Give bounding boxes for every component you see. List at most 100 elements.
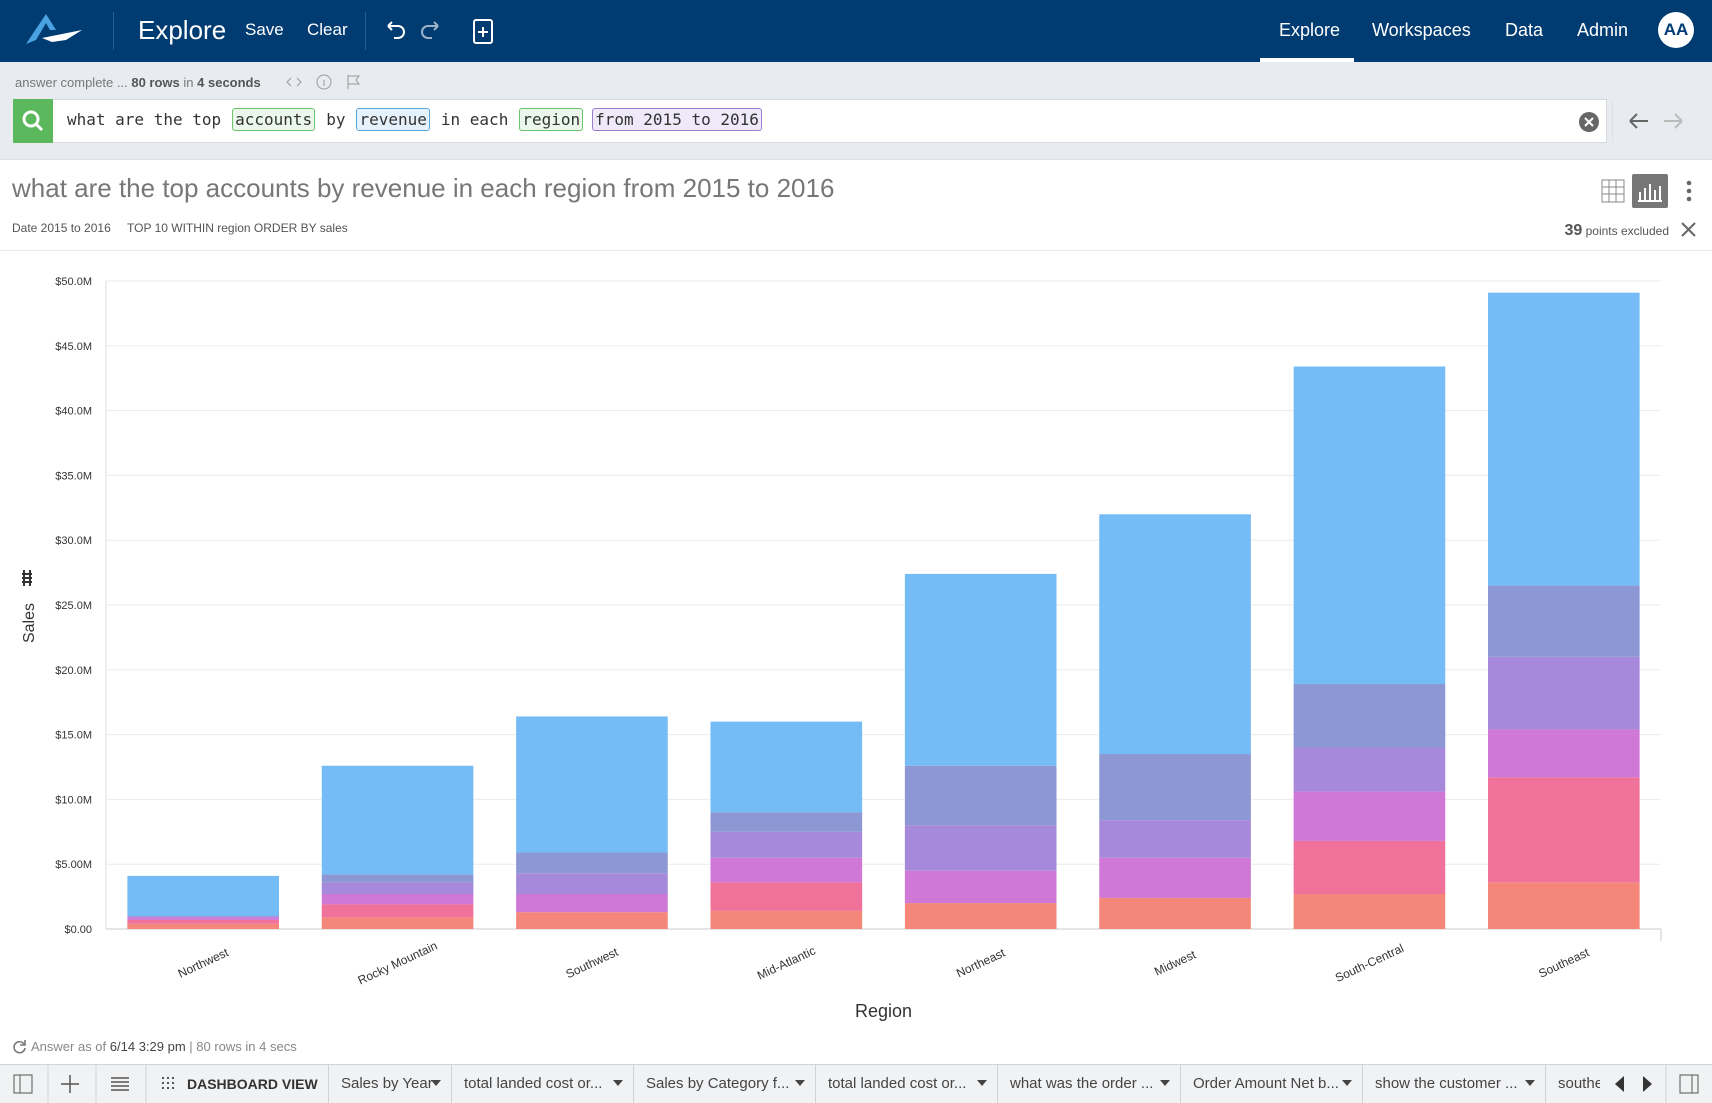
x-tick-label: Southwest — [564, 945, 621, 982]
clear-search[interactable] — [1577, 110, 1601, 134]
y-tick-label: $10.0M — [55, 794, 92, 806]
y-tick-label: $30.0M — [55, 535, 92, 547]
sort-icon[interactable] — [22, 570, 32, 586]
tab-caret — [613, 1080, 623, 1091]
bar-segment — [1099, 820, 1251, 858]
dashboard-tab[interactable]: show the customer ... — [1362, 1065, 1545, 1103]
y-tick-label: $20.0M — [55, 665, 92, 677]
x-tick-label: Northeast — [954, 945, 1008, 980]
search-button[interactable] — [13, 99, 53, 143]
bar-segment — [321, 894, 474, 905]
close-excluded[interactable] — [1680, 221, 1698, 239]
y-tick-label: $25.0M — [55, 600, 92, 612]
bar-segment — [1099, 754, 1251, 821]
dashboard-tab[interactable]: total landed cost or... — [451, 1065, 633, 1103]
tab-bar: DASHBOARD VIEW Sales by Year total landed… — [0, 1064, 1712, 1103]
dashboard-tab[interactable]: Sales by Category f... — [633, 1065, 815, 1103]
query-text: by — [326, 110, 346, 129]
tab-caret — [795, 1080, 805, 1091]
clear-button[interactable]: Clear — [307, 20, 348, 39]
bar-segment — [904, 870, 1057, 904]
bar-segment — [127, 916, 279, 918]
bar-segment — [1488, 292, 1640, 586]
bar-segment — [1099, 514, 1251, 755]
bar-segment — [1488, 656, 1640, 730]
active-indicator — [1260, 58, 1354, 62]
status-prefix: answer complete ... — [15, 75, 128, 90]
bar-segment — [1293, 791, 1446, 841]
bar-segment — [1293, 684, 1446, 748]
query-text: in each — [440, 110, 509, 129]
avatar[interactable]: AA — [1658, 12, 1694, 48]
query-token[interactable]: region — [519, 108, 584, 131]
bar-segment — [321, 874, 474, 883]
bar-segment — [321, 882, 474, 895]
bar-segment — [321, 904, 474, 918]
dashboard-view[interactable]: DASHBOARD VIEW — [187, 1076, 318, 1092]
bar-segment — [710, 831, 863, 858]
divider — [113, 12, 114, 50]
tab-caret — [431, 1080, 441, 1091]
bar-segment — [904, 903, 1057, 929]
bar-segment — [1488, 882, 1640, 929]
refresh-icon[interactable] — [12, 1039, 28, 1055]
bar-segment — [1099, 857, 1251, 898]
status-icons[interactable] — [285, 72, 365, 92]
excluded-count: 39 — [1564, 222, 1583, 239]
menu-explore[interactable]: Explore — [1279, 20, 1341, 40]
x-tick-label: Midwest — [1152, 947, 1198, 979]
bar-segment — [516, 912, 668, 929]
footer-time: 6/14 3:29 pm — [109, 1039, 186, 1054]
divider — [365, 12, 366, 50]
history-icons[interactable] — [382, 18, 502, 46]
points-excluded: 39 points excluded — [1564, 222, 1669, 240]
dashboard-tab[interactable]: what was the order ... — [997, 1065, 1180, 1103]
bar-segment — [904, 825, 1057, 871]
bar-segment — [1488, 585, 1640, 657]
bar-segment — [516, 852, 668, 874]
bar-segment — [1488, 777, 1640, 883]
app-title: Explore — [138, 15, 227, 45]
bar-segment — [127, 919, 279, 924]
dashboard-tab[interactable]: total landed cost or... — [815, 1065, 997, 1103]
logo — [26, 14, 82, 44]
dashboard-tab[interactable]: Sales by Year — [328, 1065, 451, 1103]
tab-caret — [1160, 1080, 1170, 1091]
divider — [0, 250, 1712, 251]
bar-segment — [1293, 747, 1446, 792]
tab-nav[interactable] — [1600, 1065, 1712, 1103]
bar-segment — [516, 873, 668, 895]
dashboard-tab[interactable]: Order Amount Net b... — [1180, 1065, 1362, 1103]
bar-segment — [127, 875, 279, 917]
answer-title: what are the top accounts by revenue in … — [12, 173, 835, 203]
view-toggles[interactable] — [1600, 172, 1710, 212]
y-tick-label: $50.0M — [55, 276, 92, 288]
tab-caret — [1525, 1080, 1535, 1091]
menu-admin[interactable]: Admin — [1577, 20, 1629, 40]
bar-segment — [904, 765, 1057, 826]
x-tick-label: Southeast — [1536, 945, 1591, 981]
bar-segment — [710, 721, 863, 813]
bar-segment — [127, 917, 279, 920]
search-query[interactable]: what are the top accounts by revenue in each… — [65, 108, 771, 131]
y-tick-label: $15.0M — [55, 730, 92, 742]
tab-tools[interactable] — [0, 1065, 180, 1103]
bar-segment — [1293, 840, 1446, 895]
query-token[interactable]: revenue — [356, 108, 430, 131]
y-axis-title: Sales — [21, 603, 38, 643]
x-axis-title: Region — [855, 1001, 912, 1021]
dashboard-tab[interactable]: southe — [1545, 1065, 1600, 1103]
menu-data[interactable]: Data — [1505, 20, 1544, 40]
search-bar[interactable]: what are the top accounts by revenue in each… — [13, 99, 1607, 143]
bar-segment — [904, 573, 1057, 766]
bar-segment — [710, 857, 863, 883]
menu-workspaces[interactable]: Workspaces — [1372, 20, 1471, 40]
save-button[interactable]: Save — [245, 20, 284, 39]
query-token[interactable]: accounts — [232, 108, 316, 131]
history-arrows[interactable] — [1612, 99, 1712, 143]
filter: Date 2015 to 2016 — [12, 221, 111, 235]
y-tick-label: $0.00 — [64, 924, 92, 936]
tab-caret — [977, 1080, 987, 1091]
query-text: what are the top — [67, 110, 222, 129]
query-token[interactable]: from 2015 to 2016 — [592, 108, 762, 131]
